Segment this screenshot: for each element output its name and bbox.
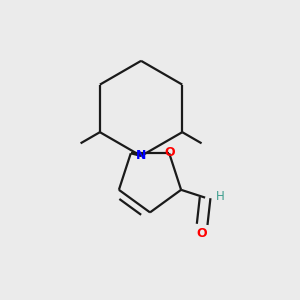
Text: O: O: [197, 227, 208, 240]
Text: N: N: [136, 149, 146, 162]
Text: O: O: [164, 146, 175, 159]
Text: H: H: [216, 190, 224, 202]
